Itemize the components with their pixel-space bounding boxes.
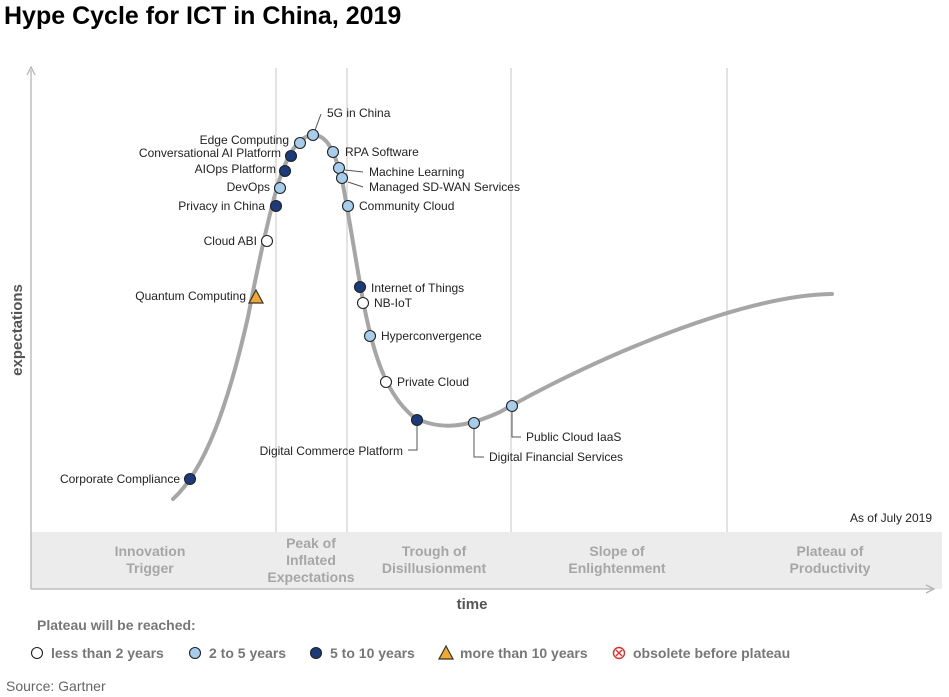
tech-label: Corporate Compliance [60, 472, 180, 486]
leader-line [473, 429, 484, 458]
tech-label: DevOps [227, 180, 270, 194]
legend-label: more than 10 years [460, 645, 588, 661]
legend-marker [309, 646, 323, 660]
tech-label: Digital Commerce Platform [260, 444, 403, 458]
tech-marker [293, 136, 307, 150]
tech-marker [467, 416, 481, 430]
tech-label: Private Cloud [397, 375, 469, 389]
phase-label: Innovation [115, 543, 186, 559]
x-axis-label: time [457, 596, 488, 613]
legend-label: 2 to 5 years [209, 645, 286, 661]
leader-line [408, 426, 418, 451]
tech-marker [353, 280, 367, 294]
tech-label: Conversational AI Platform [139, 146, 281, 160]
tech-label: Edge Computing [200, 133, 289, 147]
phase-label: Plateau of [797, 543, 864, 559]
leader-line [347, 181, 364, 188]
date-note: As of July 2019 [850, 511, 932, 525]
tech-label: Digital Financial Services [489, 450, 623, 464]
tech-label: Managed SD-WAN Services [369, 180, 520, 194]
leader-line [344, 169, 364, 173]
tech-marker [335, 171, 349, 185]
phase-label: Expectations [267, 569, 354, 585]
tech-marker [269, 199, 283, 213]
tech-label: Cloud ABI [204, 234, 257, 248]
tech-label: Public Cloud IaaS [526, 430, 621, 444]
tech-marker [505, 399, 519, 413]
phase-label: Productivity [790, 560, 871, 576]
y-axis-label: expectations [9, 284, 26, 376]
tech-marker [379, 375, 393, 389]
tech-marker [306, 128, 320, 142]
phase-label: Trough of [402, 543, 467, 559]
legend-marker [188, 646, 202, 660]
tech-marker [326, 145, 340, 159]
legend-label: 5 to 10 years [330, 645, 415, 661]
tech-label: Internet of Things [371, 281, 464, 295]
legend-marker [30, 646, 44, 660]
tech-marker [332, 161, 346, 175]
tech-marker [341, 199, 355, 213]
legend-marker [437, 644, 455, 660]
tech-marker [247, 288, 265, 304]
tech-label: NB-IoT [374, 296, 413, 310]
x-axis-arrow [925, 584, 936, 594]
phase-band [31, 532, 942, 589]
phase-label: Peak of [286, 535, 336, 551]
tech-marker [363, 329, 377, 343]
tech-label: Quantum Computing [135, 289, 246, 303]
source-note: Source: Gartner [6, 678, 106, 694]
tech-label: 5G in China [327, 106, 391, 120]
tech-label: Machine Learning [369, 165, 464, 179]
phase-label: Inflated [286, 552, 336, 568]
tech-label: Privacy in China [178, 199, 265, 213]
y-axis-arrow [26, 65, 36, 76]
phase-label: Disillusionment [382, 560, 487, 576]
legend-label: less than 2 years [51, 645, 164, 661]
tech-label: Hyperconvergence [381, 329, 482, 343]
phase-label: Trigger [126, 560, 174, 576]
tech-marker [278, 164, 292, 178]
tech-marker [284, 149, 298, 163]
tech-marker [273, 181, 287, 195]
phase-label: Enlightenment [568, 560, 666, 576]
tech-marker [260, 234, 274, 248]
tech-marker [356, 296, 370, 310]
tech-marker [183, 472, 197, 486]
legend-title: Plateau will be reached: [37, 617, 196, 633]
tech-marker [410, 413, 424, 427]
phase-label: Slope of [589, 543, 645, 559]
tech-label: AIOps Platform [195, 162, 276, 176]
chart-title: Hype Cycle for ICT in China, 2019 [4, 2, 402, 30]
leader-line [511, 412, 521, 438]
legend-marker-x [615, 649, 623, 657]
tech-label: RPA Software [345, 145, 419, 159]
tech-label: Community Cloud [359, 199, 454, 213]
legend-label: obsolete before plateau [633, 645, 790, 661]
